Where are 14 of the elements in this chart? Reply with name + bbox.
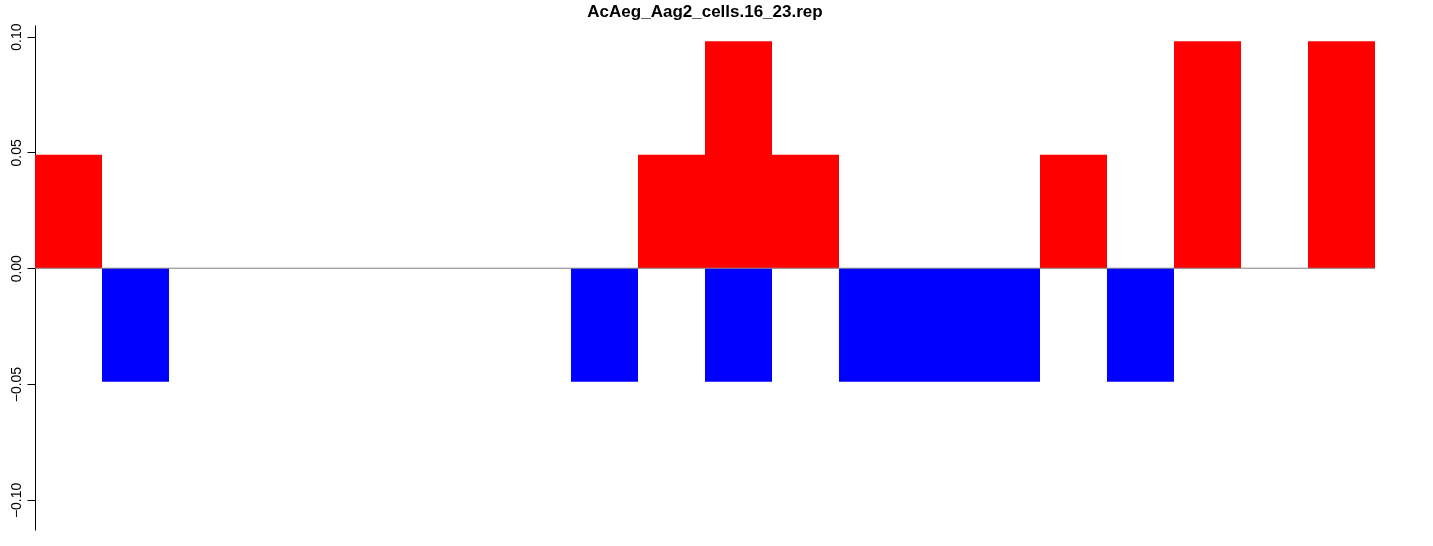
- y-tick-label: 0.10: [7, 23, 24, 51]
- y-tick-label: −0.10: [7, 482, 24, 519]
- bar: [571, 268, 638, 382]
- bar: [35, 154, 102, 269]
- bar: [705, 268, 772, 382]
- chart-title: AcAeg_Aag2_cells.16_23.rep: [587, 1, 823, 21]
- bar: [1174, 41, 1241, 269]
- bar: [1107, 268, 1174, 382]
- y-tick-label: 0.05: [7, 139, 24, 167]
- y-tick-label: 0.00: [7, 254, 24, 283]
- bar: [1040, 154, 1107, 269]
- y-tick-label: −0.05: [7, 366, 24, 403]
- bar: [1308, 41, 1375, 269]
- bar: [102, 268, 169, 382]
